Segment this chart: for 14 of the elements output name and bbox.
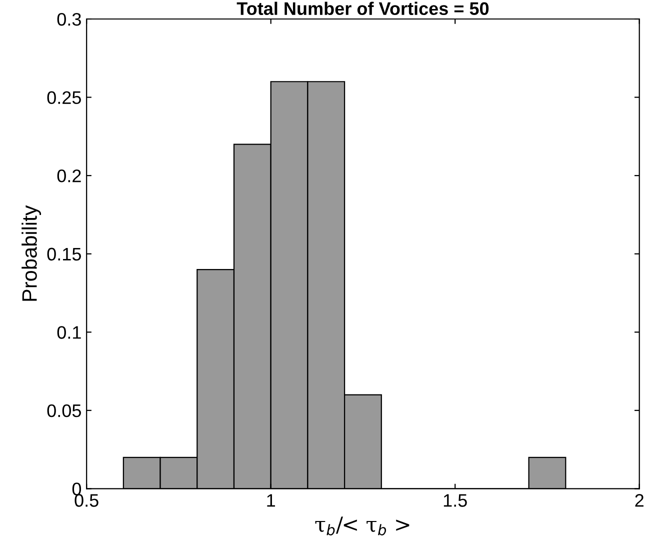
x-axis-title: τ$_{b}$/< τ$_{b}$ > — [315, 516, 410, 536]
y-tick-label: 0.3 — [57, 12, 81, 26]
y-tick-label: 0.1 — [57, 326, 81, 339]
y-tick-label: 0.05 — [47, 404, 81, 418]
y-tick-label: 0.2 — [57, 170, 81, 182]
x-tick-label: 2 — [635, 494, 644, 507]
y-axis-title: Probability — [22, 205, 42, 301]
y-tick-label: 0 — [72, 482, 82, 496]
y-tick-label: 0.25 — [47, 91, 81, 104]
x-tick-label: 1 — [267, 494, 275, 507]
x-tick-label: 0.5 — [74, 494, 98, 507]
x-tick-label: 1.5 — [444, 494, 467, 507]
chart-title: Total Number of Vortices = 50 — [236, 2, 489, 16]
y-tick-label: 0.15 — [47, 248, 81, 261]
